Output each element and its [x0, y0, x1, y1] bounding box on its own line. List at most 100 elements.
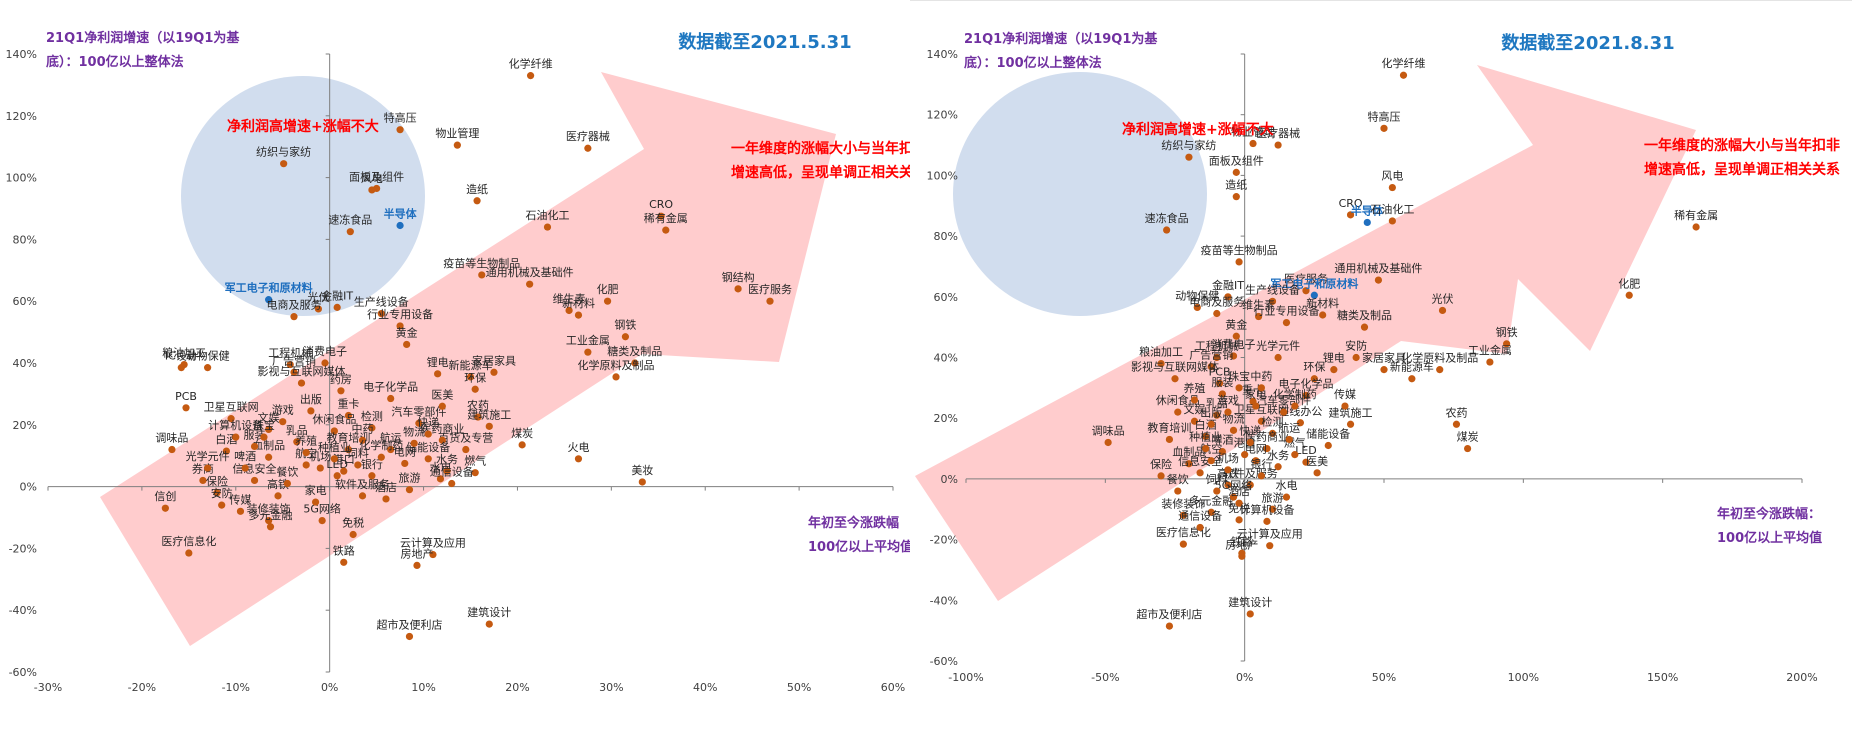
data-point: [316, 464, 324, 472]
data-point: [1232, 332, 1240, 340]
data-label: 血制品: [252, 438, 285, 452]
y-tick-label: 20%: [934, 412, 958, 425]
data-point: [603, 297, 612, 305]
data-point: [250, 442, 259, 451]
data-label: 建筑施工: [1329, 405, 1373, 419]
data-point: [222, 447, 230, 455]
data-point: [443, 467, 451, 475]
y-tick-label: 20%: [13, 419, 37, 432]
data-point: [1215, 379, 1224, 387]
data-label: 港口: [333, 453, 355, 466]
data-point: [401, 459, 409, 468]
data-label: 半导体: [1351, 203, 1385, 217]
data-point: [283, 479, 292, 488]
data-label: 火电: [567, 441, 589, 454]
data-label: 多元金融: [1189, 493, 1233, 507]
data-label: 工业金属: [566, 333, 610, 347]
data-label: 信息安全: [233, 461, 277, 475]
data-point: [574, 455, 583, 463]
data-label: 调味品: [1092, 424, 1125, 437]
data-point: [1330, 366, 1338, 374]
data-point: [473, 197, 481, 205]
data-point: [218, 501, 226, 509]
data-label: 计算机设备: [208, 418, 263, 432]
data-label: 速冻食品: [328, 213, 372, 227]
data-label: 多元金融: [249, 508, 293, 522]
data-point: [344, 411, 353, 420]
annotation-correlation: 增速高低，呈现单调正相关关: [731, 164, 910, 181]
data-label: 钢结构: [722, 270, 755, 284]
data-label: 卫星互联网: [204, 401, 259, 414]
data-label: 计算机设备: [1239, 502, 1294, 516]
data-point: [1282, 493, 1291, 501]
data-point: [382, 495, 390, 503]
data-point: [434, 370, 442, 378]
trend-arrow: [100, 72, 836, 646]
data-label: 疫苗等生物制品: [1201, 243, 1278, 257]
data-point: [346, 228, 354, 236]
chart-title: 数据截至2021.5.31: [678, 31, 851, 53]
data-label: 建筑施工: [467, 407, 511, 421]
data-point: [279, 418, 287, 426]
data-point: [204, 464, 212, 472]
data-label: 化学原料及制品: [578, 358, 655, 372]
x-tick-label: 50%: [1372, 671, 1396, 684]
data-label: 快递: [417, 415, 439, 429]
data-point: [250, 476, 259, 485]
data-label: 水电: [1275, 479, 1297, 492]
data-point: [1235, 258, 1243, 266]
data-label: 风电: [1381, 170, 1403, 183]
data-label: 建筑设计: [467, 605, 511, 619]
x-axis-title: 年初至今涨跌幅：: [1717, 506, 1821, 522]
data-point: [1213, 411, 1221, 419]
data-point: [1213, 309, 1221, 318]
x-tick-label: -100%: [948, 671, 983, 684]
data-point: [1241, 451, 1249, 459]
data-label: 养殖: [1184, 381, 1206, 395]
data-label: 房地产: [400, 546, 433, 560]
data-point: [436, 475, 445, 483]
data-label: CRO: [649, 198, 673, 211]
data-label: 疫苗等生物制品: [443, 256, 520, 270]
y-axis-title: 21Q1净利润增速（以19Q1为基: [46, 30, 240, 46]
data-label: 啤酒: [234, 449, 256, 463]
x-tick-label: 20%: [505, 681, 529, 694]
data-label: 水务: [1267, 449, 1289, 462]
data-point: [1224, 293, 1232, 301]
data-label: 糖类及制品: [607, 344, 662, 358]
y-tick-label: -20%: [930, 534, 958, 547]
data-point: [293, 438, 301, 446]
data-point: [543, 223, 552, 231]
data-label: 家居家具: [472, 353, 516, 367]
data-point: [1399, 71, 1408, 79]
data-point: [330, 427, 338, 435]
data-label: 维生素: [553, 291, 586, 305]
data-point: [1388, 183, 1396, 192]
data-point: [387, 394, 395, 403]
data-point: [471, 385, 479, 393]
data-point: [236, 507, 245, 515]
data-label: 5G网络: [1215, 478, 1253, 492]
data-point: [1310, 375, 1318, 383]
data-label: 在线办公: [1278, 404, 1322, 418]
x-tick-label: 10%: [411, 681, 435, 694]
y-tick-label: 40%: [13, 357, 37, 370]
data-label: 珠宝: [1228, 369, 1250, 383]
data-point: [1341, 402, 1349, 410]
data-label: 电子化学品: [363, 380, 418, 394]
left-chart-panel: -60% -40% -20% 0% 20% 40% 60% 80% 100% 120% 140% -3…: [0, 0, 914, 742]
data-point: [286, 360, 294, 369]
y-tick-label: 80%: [13, 233, 37, 246]
data-point: [424, 455, 432, 463]
data-label: 医美: [1306, 455, 1328, 468]
data-point: [1436, 366, 1444, 374]
data-point: [1235, 384, 1243, 392]
data-label: 工程机械: [1195, 339, 1239, 353]
data-label: CRO: [1339, 197, 1363, 210]
data-label: 化学纤维: [509, 57, 553, 71]
data-point: [377, 309, 385, 318]
data-label: 新材料: [562, 296, 595, 310]
data-point: [612, 373, 620, 381]
data-label: 医疗器械: [566, 129, 610, 143]
data-label: 游戏: [272, 404, 294, 417]
